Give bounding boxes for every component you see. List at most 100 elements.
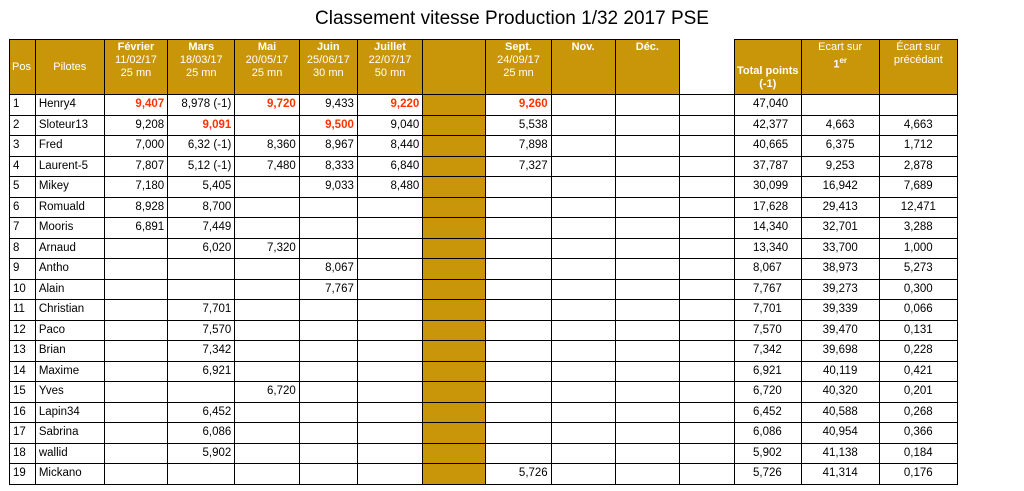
- row-ecart-first: 39,273: [800, 278, 880, 300]
- table-row: 10 Alain 7,767 7,767 39,273 0,300: [9, 278, 1024, 300]
- row-ecart-first: 40,119: [800, 360, 880, 382]
- row-position: 7: [9, 217, 36, 239]
- row-race-score: [485, 196, 552, 218]
- row-race-score: 8,967: [298, 135, 358, 157]
- row-position: 12: [9, 319, 36, 341]
- row-race-score: [550, 114, 616, 136]
- row-race-score: [614, 422, 681, 444]
- row-race-score: [550, 319, 616, 341]
- row-race-score: 7,327: [485, 155, 552, 177]
- row-race-score: [356, 217, 424, 239]
- header-race-month: Mars: [188, 41, 215, 53]
- row-race-score: [167, 381, 236, 403]
- row-race-score: [422, 360, 487, 382]
- header-race-month: Sept.: [505, 41, 532, 53]
- header-pilotes-label: Pilotes: [53, 60, 87, 73]
- row-gap: [679, 176, 735, 198]
- row-race-score: [614, 442, 681, 464]
- row-race-score: 8,928: [103, 196, 169, 218]
- row-race-score: [422, 422, 487, 444]
- row-ecart-first: 9,253: [800, 155, 880, 177]
- header-race: [422, 39, 487, 95]
- row-race-score: 9,407: [103, 94, 169, 116]
- header-race: Sept. 24/09/17 25 mn: [485, 39, 552, 95]
- row-race-score: [550, 340, 616, 362]
- row-race-score: [614, 381, 681, 403]
- row-race-score: [103, 340, 169, 362]
- row-ecart-previous: 1,712: [878, 135, 958, 157]
- row-race-score: [356, 442, 424, 464]
- row-race-score: [356, 401, 424, 423]
- header-race: Déc.: [614, 39, 681, 95]
- row-position: 6: [9, 196, 36, 218]
- row-race-score: [485, 422, 552, 444]
- row-ecart-previous: 4,663: [878, 114, 958, 136]
- header-race-month: Déc.: [635, 41, 659, 53]
- row-total: 7,570: [733, 319, 802, 341]
- table-row: 15 Yves 6,720 6,720 40,320 0,201: [9, 381, 1024, 403]
- row-race-score: 9,433: [298, 94, 358, 116]
- row-ecart-previous: 7,689: [878, 176, 958, 198]
- row-race-score: [422, 340, 487, 362]
- row-race-score: [550, 135, 616, 157]
- row-race-score: [234, 401, 300, 423]
- row-pilot-name: wallid: [34, 442, 105, 464]
- row-pilot-name: Mooris: [34, 217, 105, 239]
- row-race-score: [550, 381, 616, 403]
- table-row: 8 Arnaud 6,020 7,320 13,340 33,700 1,000: [9, 237, 1024, 259]
- row-race-score: [167, 463, 236, 485]
- row-race-score: [103, 278, 169, 300]
- header-race: Nov.: [550, 39, 616, 95]
- row-ecart-previous: 12,471: [878, 196, 958, 218]
- row-race-score: [614, 217, 681, 239]
- row-race-score: [167, 278, 236, 300]
- row-gap: [679, 135, 735, 157]
- header-race: Juillet 22/07/17 50 mn: [356, 39, 424, 95]
- header-total: Total points (-1): [733, 39, 802, 95]
- row-race-score: 9,040: [356, 114, 424, 136]
- row-total: 37,787: [733, 155, 802, 177]
- row-race-score: [234, 319, 300, 341]
- row-race-score: 7,320: [234, 237, 300, 259]
- row-race-score: 8,333: [298, 155, 358, 177]
- row-pilot-name: Henry4: [34, 94, 105, 116]
- row-race-score: 7,180: [103, 176, 169, 198]
- row-race-score: [422, 114, 487, 136]
- row-race-score: 6,32 (-1): [167, 135, 236, 157]
- row-race-score: 9,500: [298, 114, 358, 136]
- header-race: Mars 18/03/17 25 mn: [167, 39, 236, 95]
- row-race-score: [614, 237, 681, 259]
- row-total: 6,086: [733, 422, 802, 444]
- header-row: Pos Pilotes Février 11/02/17 25 mn Mars 18/03/…: [9, 39, 1024, 95]
- row-race-score: [103, 442, 169, 464]
- row-pilot-name: Lapin34: [34, 401, 105, 423]
- row-ecart-previous: 0,421: [878, 360, 958, 382]
- row-position: 3: [9, 135, 36, 157]
- row-race-score: [550, 299, 616, 321]
- row-ecart-first: 16,942: [800, 176, 880, 198]
- row-race-score: 5,726: [485, 463, 552, 485]
- standings-table: Pos Pilotes Février 11/02/17 25 mn Mars 18/03/…: [9, 39, 1024, 485]
- row-race-score: [550, 176, 616, 198]
- row-total: 47,040: [733, 94, 802, 116]
- header-race-month: Nov.: [571, 41, 595, 53]
- row-ecart-first: 40,320: [800, 381, 880, 403]
- row-race-score: 8,067: [298, 258, 358, 280]
- header-race-duration: 25 mn: [503, 67, 534, 79]
- row-gap: [679, 381, 735, 403]
- row-total: 13,340: [733, 237, 802, 259]
- row-race-score: 9,220: [356, 94, 424, 116]
- row-total: 5,726: [733, 463, 802, 485]
- row-gap: [679, 360, 735, 382]
- row-total: 42,377: [733, 114, 802, 136]
- row-total: 40,665: [733, 135, 802, 157]
- row-race-score: [422, 94, 487, 116]
- row-ecart-previous: 5,273: [878, 258, 958, 280]
- row-race-score: [103, 319, 169, 341]
- header-ecart-first-sub: 1: [833, 58, 840, 71]
- row-race-score: [103, 237, 169, 259]
- header-race-month: Mai: [257, 41, 277, 53]
- header-ecart-previous: Écart sur précédant: [878, 39, 958, 95]
- header-race: Mai 20/05/17 25 mn: [234, 39, 300, 95]
- header-race-duration: 30 mn: [313, 67, 344, 79]
